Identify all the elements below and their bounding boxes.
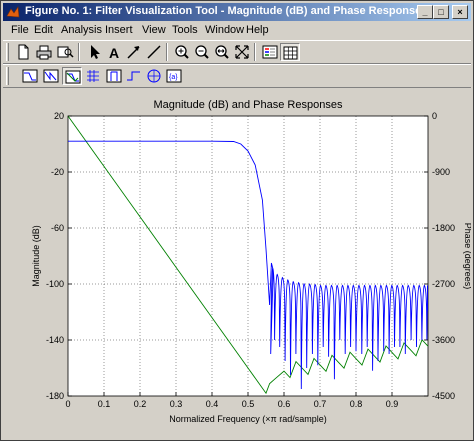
x-tick-label: 0.2 [134,399,147,409]
toolbar-grip[interactable] [6,43,9,61]
x-tick-label: 0.5 [242,399,255,409]
y-tick-label: -100 [46,279,64,289]
menu-bar: File Edit Analysis Insert View Tools Win… [3,22,471,40]
insert-text-icon[interactable]: A [104,43,124,61]
impulse-response-icon[interactable] [104,67,124,85]
svg-text:A: A [109,45,119,61]
menu-tools[interactable]: Tools [172,24,198,36]
magnitude-phase-icon[interactable] [62,67,82,85]
menu-view[interactable]: View [142,24,166,36]
y2-tick-label: -2700 [432,279,455,289]
title-bar[interactable]: Figure No. 1: Filter Visualization Tool … [3,3,471,21]
new-figure-icon[interactable] [13,43,33,61]
insert-line-icon[interactable] [144,43,164,61]
figure-canvas[interactable]: 0 0.1 0.2 0.3 0.4 0.5 0.6 0.7 0.8 0.9 20 -20 -60 -100… [3,89,473,438]
y2-axis-label: Phase (degrees) [463,223,471,290]
window-title: Figure No. 1: Filter Visualization Tool … [25,5,428,17]
zoom-in-icon[interactable] [172,43,192,61]
grid-icon[interactable] [280,43,300,61]
toolbar-separator [78,43,80,61]
menu-edit[interactable]: Edit [34,24,53,36]
x-tick-label: 0.8 [350,399,363,409]
menu-window[interactable]: Window [205,24,245,36]
y-tick-label: 20 [54,111,64,121]
zoom-out-icon[interactable] [192,43,212,61]
step-response-icon[interactable] [124,67,144,85]
menu-insert[interactable]: Insert [105,24,133,36]
toolbar-separator [254,43,256,61]
close-button[interactable]: × [452,5,468,19]
matlab-logo-icon [6,5,20,19]
menu-file[interactable]: File [11,24,29,36]
toolbar-grip[interactable] [6,67,9,85]
y2-tick-label: -4500 [432,391,455,401]
x-tick-label: 0.7 [314,399,327,409]
y-tick-label: -140 [46,335,64,345]
y-axis-label: Magnitude (dB) [31,225,41,287]
chart-title: Magnitude (dB) and Phase Responses [154,99,343,111]
menu-analysis[interactable]: Analysis [61,24,102,36]
print-icon[interactable] [34,43,54,61]
magnitude-response-icon[interactable] [20,67,40,85]
x-axis-label: Normalized Frequency (×π rad/sample) [169,414,327,424]
y2-tick-label: 0 [432,111,437,121]
group-delay-icon[interactable] [83,67,103,85]
x-tick-label: 0 [65,399,70,409]
y2-tick-label: -3600 [432,335,455,345]
zoom-mag-icon[interactable] [55,43,75,61]
insert-arrow-icon[interactable] [124,43,144,61]
maximize-button[interactable]: □ [433,5,449,19]
pole-zero-icon[interactable] [144,67,164,85]
y2-tick-label: -900 [432,167,450,177]
y2-tick-label: -1800 [432,223,455,233]
x-tick-label: 0.3 [170,399,183,409]
fvtool-toolbar: {a} [3,64,471,88]
x-tick-label: 0.4 [206,399,219,409]
x-tick-label: 0.6 [278,399,291,409]
menu-help[interactable]: Help [246,24,269,36]
arrow-select-icon[interactable] [84,43,104,61]
toolbar-separator [166,43,168,61]
zoom-x-icon[interactable] [212,43,232,61]
y-tick-label: -180 [46,391,64,401]
filter-coefficients-icon[interactable]: {a} [164,67,184,85]
figure-toolbar: A [3,40,471,64]
svg-text:{a}: {a} [169,74,178,81]
phase-line [67,115,429,395]
phase-response-icon[interactable] [41,67,61,85]
y-tick-label: -20 [51,167,64,177]
magnitude-line [68,140,429,390]
x-tick-label: 0.1 [98,399,111,409]
magnitude-phase-chart: 0 0.1 0.2 0.3 0.4 0.5 0.6 0.7 0.8 0.9 20 -20 -60 -100… [31,99,473,424]
full-view-icon[interactable] [232,43,252,61]
minimize-button[interactable]: _ [417,5,433,19]
legend-icon[interactable] [260,43,280,61]
x-tick-label: 0.9 [386,399,399,409]
y-tick-label: -60 [51,223,64,233]
